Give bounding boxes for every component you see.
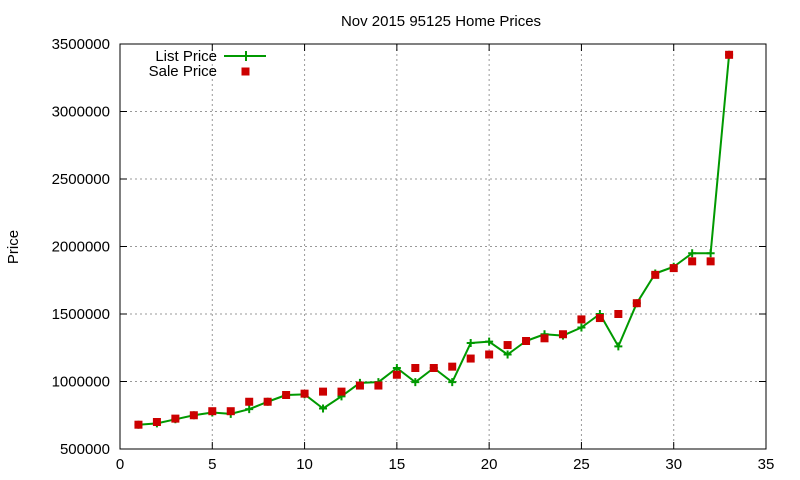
y-tick-label: 500000: [60, 441, 110, 458]
x-tick-label: 5: [208, 456, 216, 473]
x-tick-label: 30: [665, 456, 682, 473]
sale-price-point: [152, 418, 161, 426]
x-tick-labels: 0 5 10 15 20 25 30 35: [116, 456, 775, 473]
sale-price-point: [688, 257, 697, 266]
sale-price-point: [134, 420, 143, 429]
sale-price-point: [725, 50, 734, 59]
sale-price-point: [632, 299, 641, 308]
list-price-point: [503, 350, 512, 359]
sale-price-point: [226, 407, 235, 416]
legend: List Price Sale Price: [149, 48, 266, 80]
sale-price-point: [319, 387, 328, 396]
legend-label-list-price: List Price: [155, 48, 217, 65]
legend-label-sale-price: Sale Price: [149, 63, 217, 80]
sale-price-point: [245, 397, 254, 406]
y-tick-label: 1000000: [52, 374, 110, 391]
sale-price-point: [595, 314, 604, 323]
x-tick-label: 35: [758, 456, 775, 473]
list-price-point: [466, 339, 475, 348]
chart-title: Nov 2015 95125 Home Prices: [341, 13, 541, 30]
x-tick-label: 25: [573, 456, 590, 473]
sale-price-point: [577, 315, 586, 324]
sale-price-point: [669, 264, 678, 273]
list-price-point: [392, 364, 401, 372]
sale-price-point: [263, 397, 272, 406]
legend-marker-sale-price: [241, 67, 250, 76]
y-tick-label: 3500000: [52, 36, 110, 53]
sale-price-point: [540, 334, 549, 343]
legend-marker-list-price: [241, 51, 251, 61]
list-price-point: [485, 337, 494, 346]
grid-lines: [120, 44, 766, 449]
list-price-point: [688, 249, 697, 258]
sale-price-point: [522, 337, 531, 345]
y-tick-label: 1500000: [52, 306, 110, 323]
sale-price-point: [189, 411, 198, 420]
series-layer: [134, 50, 734, 429]
sale-price-point: [448, 362, 457, 371]
sale-price-point: [558, 330, 567, 339]
sale-price-point: [411, 364, 420, 372]
sale-price-point: [355, 381, 364, 390]
x-tick-label: 20: [481, 456, 498, 473]
sale-price-point: [466, 354, 475, 363]
list-price-point: [577, 323, 586, 332]
y-tick-label: 3000000: [52, 104, 110, 121]
sale-price-point: [300, 389, 309, 398]
sale-price-point: [651, 270, 660, 279]
axis-ticks: [119, 43, 767, 450]
sale-price-point: [208, 407, 217, 416]
x-tick-label: 0: [116, 456, 124, 473]
sale-price-point: [282, 391, 291, 399]
list-price-point: [245, 405, 254, 414]
y-tick-label: 2500000: [52, 171, 110, 188]
sale-price-point: [706, 257, 715, 266]
x-tick-label: 10: [296, 456, 313, 473]
y-tick-labels: 500000 1000000 1500000 2000000 2500000 300000…: [52, 36, 110, 458]
y-axis-label: Price: [5, 230, 22, 264]
sale-price-point: [614, 310, 623, 318]
y-tick-label: 2000000: [52, 239, 110, 256]
list-price-point: [614, 342, 623, 351]
list-price-point: [319, 404, 328, 413]
list-price-point: [706, 249, 715, 258]
x-tick-label: 15: [389, 456, 406, 473]
list-price-point: [411, 378, 420, 387]
sale-price-point: [503, 341, 512, 350]
sale-price-point: [374, 381, 383, 390]
sale-price-point: [337, 387, 346, 396]
sale-price-point: [171, 414, 180, 423]
sale-price-point: [485, 350, 494, 359]
list-price-point: [448, 378, 457, 387]
sale-price-point: [429, 364, 438, 372]
sale-price-point: [392, 370, 401, 379]
